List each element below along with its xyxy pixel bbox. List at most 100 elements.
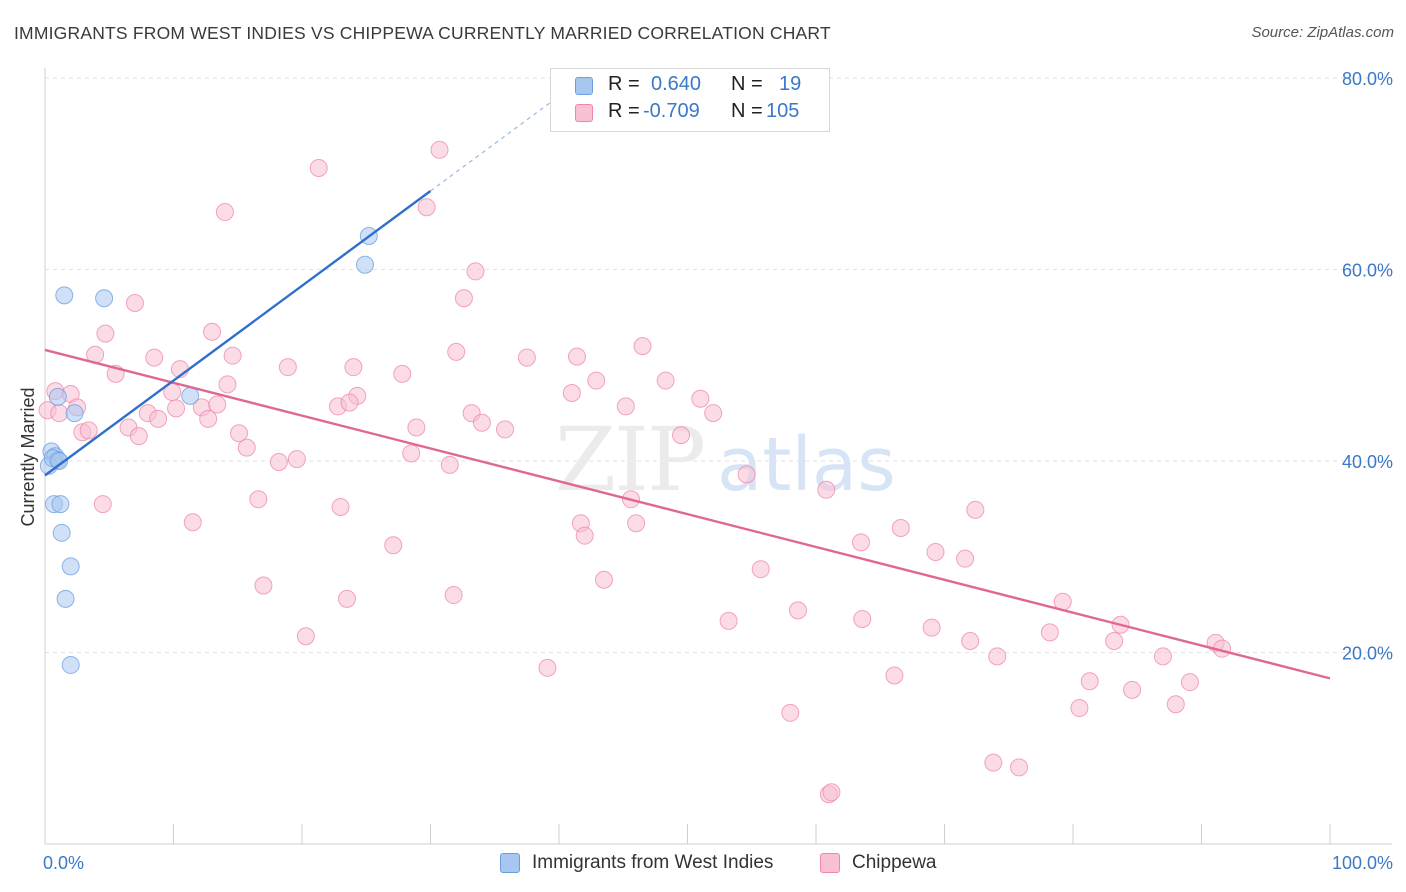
- r-label: R =: [608, 100, 640, 122]
- chippewa-point: [466, 262, 485, 281]
- y-axis-label: Currently Married: [18, 387, 38, 526]
- chippewa-point: [230, 424, 249, 443]
- chippewa-point: [885, 666, 904, 685]
- chippewa-point: [269, 452, 288, 471]
- chippewa-point: [1153, 647, 1172, 666]
- y-tick-label: 40.0%: [1342, 452, 1393, 472]
- west-indies-point: [48, 387, 67, 406]
- chippewa-point: [237, 438, 256, 457]
- chart-source: Source: ZipAtlas.com: [1251, 24, 1394, 41]
- watermark: ZIP atlas: [555, 408, 896, 511]
- chippewa-point: [79, 421, 98, 440]
- chippewa-point: [402, 444, 421, 463]
- n-value: 105: [766, 100, 800, 122]
- chippewa-point: [822, 783, 841, 802]
- chippewa-point: [331, 497, 350, 516]
- west-indies-point: [56, 589, 75, 608]
- stats-legend: R = 0.640 N = 19 R = -0.709 N = 105: [550, 68, 830, 132]
- chippewa-point: [384, 536, 403, 555]
- chippewa-point: [926, 542, 945, 561]
- chippewa-point: [496, 420, 515, 439]
- chippewa-point: [215, 203, 234, 222]
- chippewa-point: [278, 358, 297, 377]
- chippewa-point: [249, 490, 268, 509]
- chippewa-point: [417, 198, 436, 217]
- chippewa-point: [1180, 673, 1199, 692]
- chippewa-point: [562, 384, 581, 403]
- west-indies-legend-swatch: [500, 853, 520, 873]
- chippewa-point: [704, 404, 723, 423]
- chippewa-point: [203, 322, 222, 341]
- stats-row-west-indies: R = 0.640 N = 19: [551, 73, 829, 99]
- chippewa-point: [737, 465, 756, 484]
- trend-lines: [44, 76, 1331, 680]
- chippewa-point: [93, 495, 112, 514]
- chippewa-point: [218, 375, 237, 394]
- chippewa-point: [616, 397, 635, 416]
- west-indies-swatch: [575, 77, 593, 95]
- chippewa-point: [454, 289, 473, 308]
- chippewa-point: [444, 586, 463, 605]
- chippewa-point: [851, 533, 870, 552]
- chippewa-legend-swatch: [820, 853, 840, 873]
- chippewa-point: [922, 618, 941, 637]
- west-indies-point: [355, 255, 374, 274]
- y-tick-label: 60.0%: [1342, 261, 1393, 281]
- r-value: 0.640: [651, 73, 702, 95]
- chippewa-trend-line: [44, 348, 1331, 680]
- chippewa-point: [817, 480, 836, 499]
- chippewa-point: [430, 140, 449, 159]
- chippewa-swatch: [575, 104, 593, 122]
- chippewa-point: [594, 570, 613, 589]
- chippewa-point: [1010, 758, 1029, 777]
- x-tick-label-start: 0.0%: [43, 853, 84, 873]
- n-label: N =: [731, 73, 763, 95]
- chippewa-point: [1166, 695, 1185, 714]
- west-indies-trend-line: [44, 190, 432, 477]
- chippewa-point: [129, 427, 148, 446]
- chippewa-point: [781, 703, 800, 722]
- chippewa-point: [961, 632, 980, 651]
- chippewa-point: [254, 576, 273, 595]
- chippewa-point: [287, 450, 306, 469]
- chippewa-point: [199, 409, 218, 428]
- chippewa-point: [538, 658, 557, 677]
- chippewa-point: [1123, 680, 1142, 699]
- x-tick-label-end: 100.0%: [1332, 853, 1393, 873]
- chippewa-point: [223, 346, 242, 365]
- chippewa-point: [691, 389, 710, 408]
- chippewa-point: [1040, 623, 1059, 642]
- west-indies-point: [52, 523, 71, 542]
- y-tick-label: 20.0%: [1342, 644, 1393, 664]
- data-points: [38, 140, 1232, 804]
- chippewa-point: [149, 409, 168, 428]
- chippewa-point: [891, 519, 910, 538]
- watermark-atlas: atlas: [717, 422, 896, 508]
- west-indies-point: [95, 289, 114, 308]
- chippewa-point: [407, 418, 426, 437]
- legend-item-west-indies: Immigrants from West Indies: [500, 851, 800, 875]
- west-indies-point: [65, 404, 84, 423]
- chippewa-point: [296, 627, 315, 646]
- chippewa-point: [337, 589, 356, 608]
- chippewa-point: [587, 371, 606, 390]
- chippewa-point: [125, 294, 144, 313]
- chippewa-point: [472, 413, 491, 432]
- chippewa-point: [984, 753, 1003, 772]
- chippewa-point: [1105, 632, 1124, 651]
- chippewa-point: [340, 393, 359, 412]
- chippewa-point: [672, 426, 691, 445]
- chippewa-point: [393, 364, 412, 383]
- chippewa-point: [208, 395, 227, 414]
- west-indies-point: [61, 557, 80, 576]
- chippewa-point: [956, 549, 975, 568]
- chippewa-point: [567, 347, 586, 366]
- n-label: N =: [731, 100, 763, 122]
- chippewa-point: [50, 404, 69, 423]
- chippewa-point: [633, 337, 652, 356]
- r-value: -0.709: [643, 100, 700, 122]
- chippewa-point: [344, 358, 363, 377]
- chippewa-point: [575, 526, 594, 545]
- chippewa-point: [627, 514, 646, 533]
